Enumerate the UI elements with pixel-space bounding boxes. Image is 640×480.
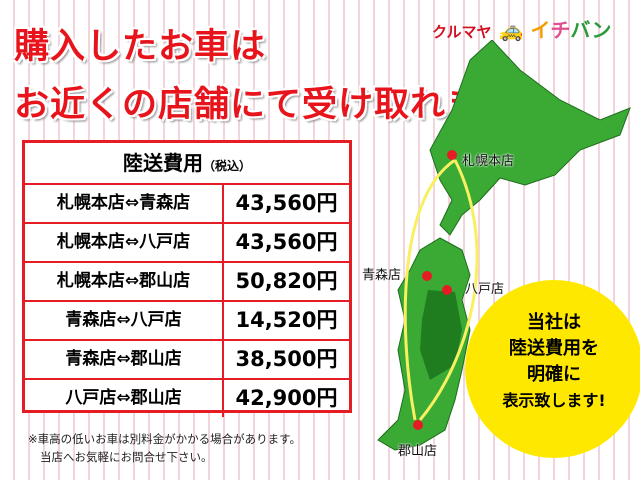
table-header: 陸送費用（税込） <box>25 143 349 185</box>
price: 42,900円 <box>235 386 338 410</box>
route: 札幌本店⇔八戸店 <box>25 224 224 261</box>
map-northern-japan <box>377 40 631 451</box>
car-icon: 🚕 <box>498 18 524 42</box>
badge-text: 陸送費用を <box>509 338 599 359</box>
pin-icon <box>447 150 457 160</box>
table-row: 札幌本店⇔青森店 43,560円 <box>25 185 349 224</box>
table-row: 札幌本店⇔八戸店 43,560円 <box>25 224 349 263</box>
price: 50,820円 <box>235 269 338 293</box>
promo-badge: 当社は 陸送費用を 明確に 表示致します! <box>465 280 640 458</box>
tax-note: （税込） <box>202 159 251 173</box>
badge-text: 明確に <box>527 364 581 385</box>
store-label-koriyama: 郡山店 <box>398 444 438 459</box>
price: 43,560円 <box>235 230 338 254</box>
badge-text: 表示致します! <box>502 391 606 410</box>
table-title: 陸送費用 <box>122 151 203 175</box>
price: 43,560円 <box>235 191 338 215</box>
logo-text: チ <box>550 18 571 42</box>
table-row: 八戸店⇔郡山店 42,900円 <box>25 380 349 417</box>
route: 青森店⇔八戸店 <box>25 302 224 339</box>
price: 14,520円 <box>235 308 338 332</box>
table-row: 青森店⇔八戸店 14,520円 <box>25 302 349 341</box>
route: 札幌本店⇔郡山店 <box>25 263 224 300</box>
shipping-cost-table: 陸送費用（税込） 札幌本店⇔青森店 43,560円 札幌本店⇔八戸店 43,560円… <box>22 140 352 417</box>
store-label-sapporo: 札幌本店 <box>462 154 515 169</box>
table-row: 札幌本店⇔郡山店 50,820円 <box>25 263 349 302</box>
logo-text: イ <box>530 18 551 42</box>
price: 38,500円 <box>235 347 338 371</box>
store-label-hachinohe: 八戸店 <box>465 282 505 297</box>
route: 青森店⇔郡山店 <box>25 341 224 378</box>
pin-icon <box>413 420 423 430</box>
footnote: ※車高の低いお車は別料金がかかる場合があります。 当店へお気軽にお問合せ下さい。 <box>28 430 301 466</box>
headline-line1: 購入したお車は <box>14 27 267 67</box>
logo: クルマヤ 🚕 イチバン <box>432 14 611 43</box>
logo-text: バン <box>570 18 612 42</box>
route: 札幌本店⇔青森店 <box>25 185 224 222</box>
store-label-aomori: 青森店 <box>362 268 402 283</box>
route-arrow <box>403 158 456 421</box>
table-row: 青森店⇔郡山店 38,500円 <box>25 341 349 380</box>
logo-text: クルマヤ <box>432 23 492 41</box>
hokkaido-shape <box>429 40 631 236</box>
route: 八戸店⇔郡山店 <box>25 380 224 417</box>
footnote-line: ※車高の低いお車は別料金がかかる場合があります。 <box>28 432 301 446</box>
pin-icon <box>442 285 452 295</box>
highlight-region <box>420 290 462 380</box>
route-arrow <box>418 159 479 421</box>
pin-icon <box>422 271 432 281</box>
footnote-line: 当店へお気軽にお問合せ下さい。 <box>40 450 213 464</box>
badge-text: 当社は <box>527 312 581 333</box>
